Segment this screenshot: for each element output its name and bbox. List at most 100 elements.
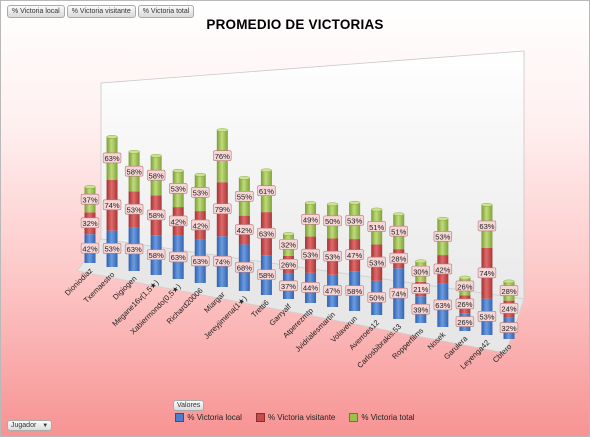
data-label-box [411,265,430,277]
legend-swatch-local [175,413,185,422]
data-label-box [124,203,144,215]
data-label-visitante-5: 42% [191,219,210,231]
data-label-total-19: 28% [499,285,519,296]
data-label-box [213,150,232,161]
data-label-text: 42% [82,244,97,253]
data-label-text: 53% [171,185,186,194]
data-label-total-2: 58% [124,165,144,176]
data-label-visitante-19: 24% [499,303,519,314]
data-label-visitante-12: 47% [345,249,364,260]
data-label-box [323,250,342,262]
data-label-box [499,322,519,333]
data-label-text: 42% [237,226,252,235]
data-label-text: 63% [479,222,494,231]
data-label-text: 61% [259,187,274,196]
filter-button-local[interactable]: % Victoria local [7,5,65,18]
data-label-total-0: 37% [80,193,100,205]
bar-cap-10 [304,201,317,205]
data-label-box [323,215,342,227]
data-label-box [257,227,276,239]
data-label-visitante-2: 53% [124,203,144,215]
filter-button-visitante[interactable]: % Victoria visitante [66,5,136,18]
data-label-text: 53% [347,217,362,226]
data-label-text: 47% [347,251,362,260]
data-label-text: 53% [303,251,318,260]
data-label-text: 26% [457,300,472,309]
data-label-box [146,209,166,221]
data-label-text: 58% [149,251,164,260]
data-label-box [389,252,408,264]
data-label-box [433,299,453,311]
data-label-total-1: 63% [102,152,122,164]
data-label-total-12: 53% [345,215,364,226]
data-label-box [279,258,298,270]
data-label-box [102,243,122,254]
data-label-local-7: 68% [235,261,254,273]
data-label-box [301,248,320,260]
data-label-box [345,285,364,296]
bar-cap-16 [437,216,449,221]
legend-label-local: % Victoria local [187,413,242,422]
data-label-text: 74% [104,201,119,210]
legend-item-total: % Victoria total [349,413,415,422]
data-label-text: 28% [391,255,406,264]
data-label-total-4: 53% [169,183,188,194]
data-label-local-4: 63% [169,251,188,262]
data-label-text: 26% [457,318,472,327]
data-label-local-19: 32% [499,322,519,333]
data-label-box [455,280,475,292]
data-label-total-18: 63% [477,220,497,232]
data-label-box [301,213,320,225]
legend: % Victoria local % Victoria visitante % … [1,413,589,422]
data-label-box [367,292,386,303]
data-label-box [499,303,519,314]
data-label-text: 50% [369,294,384,303]
legend-title[interactable]: Valores [173,400,205,411]
data-label-box [235,224,254,235]
bar-cap-2 [128,150,140,154]
data-label-text: 42% [171,217,186,226]
data-label-text: 24% [501,305,516,314]
data-label-visitante-3: 58% [146,209,166,221]
data-label-box [477,267,497,279]
filter-button-total[interactable]: % Victoria total [137,5,195,18]
bar-cap-17 [459,275,471,280]
data-label-box [191,255,210,267]
row-field-button[interactable]: Jugador ▼ [7,420,53,431]
data-label-box [279,280,298,292]
bar-cap-14 [393,212,405,216]
data-label-text: 63% [171,253,186,262]
data-label-box [169,183,188,194]
data-label-text: 37% [82,195,97,204]
data-label-box [146,169,166,181]
data-label-text: 26% [281,261,296,270]
data-label-text: 63% [193,257,208,266]
data-label-total-14: 51% [389,225,408,237]
data-label-total-8: 61% [257,185,276,196]
data-label-text: 50% [325,217,340,226]
bar-cap-12 [348,200,361,205]
data-label-box [80,193,100,205]
bar-cap-5 [194,172,206,177]
bar-cap-18 [481,203,493,207]
bar-cap-4 [172,168,184,173]
data-label-text: 58% [347,287,362,296]
data-label-box [191,219,210,231]
data-label-box [411,303,430,315]
data-label-text: 58% [149,211,164,220]
data-label-total-10: 49% [301,213,320,225]
data-label-local-18: 53% [477,311,497,322]
data-label-text: 63% [127,245,142,254]
data-label-box [257,269,276,280]
data-label-text: 37% [281,282,296,291]
data-label-visitante-17: 26% [455,298,475,310]
data-label-text: 63% [104,154,119,163]
data-label-local-12: 58% [345,285,364,296]
data-label-text: 74% [215,257,230,266]
data-label-box [235,191,254,202]
data-label-local-9: 37% [279,280,298,292]
data-label-total-11: 50% [323,215,342,227]
data-label-total-15: 30% [411,265,430,277]
data-label-visitante-13: 53% [367,256,386,268]
